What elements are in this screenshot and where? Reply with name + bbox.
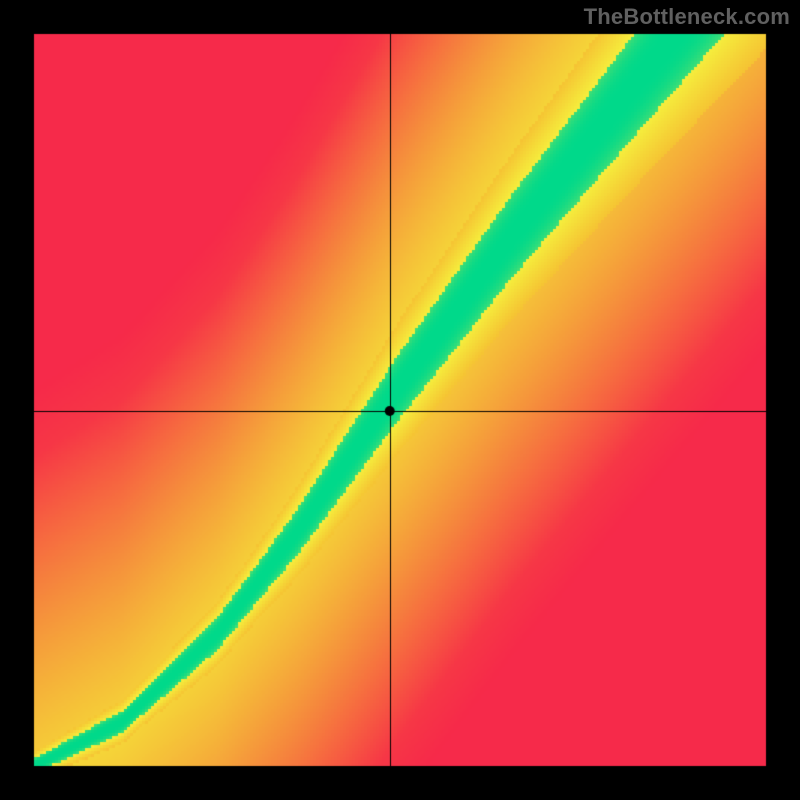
heatmap-canvas	[0, 0, 800, 800]
watermark-text: TheBottleneck.com	[584, 4, 790, 30]
chart-container: TheBottleneck.com	[0, 0, 800, 800]
